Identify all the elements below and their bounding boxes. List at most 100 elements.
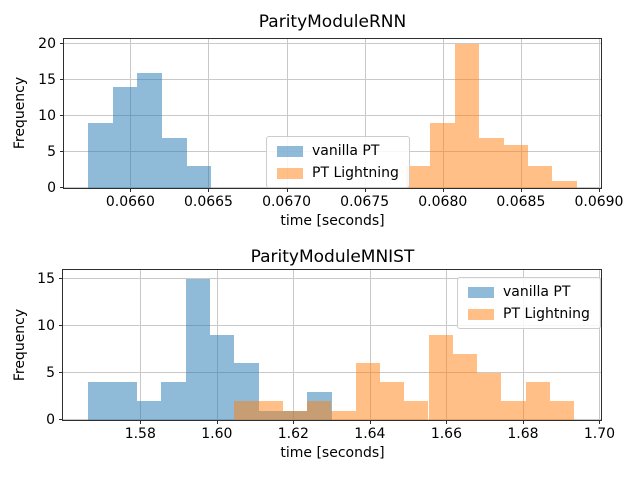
y-tick-label: 15 (38, 72, 56, 89)
x-tick-mark (293, 420, 295, 424)
hist-bar-pt-lightning (552, 180, 577, 188)
x-tick-label: 0.0665 (183, 194, 233, 210)
hist-bar-vanilla-pt (137, 72, 162, 188)
x-tick-mark (522, 420, 524, 424)
hist-bar-pt-lightning (503, 144, 528, 188)
x-tick-mark (520, 188, 522, 192)
y-tick-mark (59, 324, 63, 326)
hist-bar-pt-lightning (527, 166, 553, 188)
x-tick-mark (286, 188, 288, 192)
hist-bar-vanilla-pt (185, 278, 210, 420)
hist-bar-pt-lightning (479, 137, 504, 188)
x-axis-label: time [seconds] (280, 445, 385, 461)
y-tick-label: 10 (37, 317, 55, 334)
x-tick-mark (130, 188, 132, 192)
x-tick-mark (369, 420, 371, 424)
hist-bar-pt-lightning (501, 401, 526, 420)
x-tick-mark (364, 188, 366, 192)
x-tick-label: 1.58 (124, 426, 156, 442)
x-tick-label: 1.60 (201, 426, 233, 442)
hist-bar-pt-lightning (379, 382, 405, 420)
hist-bar-pt-lightning (404, 401, 429, 420)
hist-bar-pt-lightning (355, 363, 380, 420)
gridline-vertical (520, 39, 522, 188)
hist-bar-vanilla-pt (112, 382, 137, 420)
x-tick-mark (216, 420, 218, 424)
x-tick-mark (442, 188, 444, 192)
x-tick-label: 0.0690 (574, 194, 624, 210)
gridline-horizontal (63, 371, 601, 373)
x-tick-label: 1.62 (277, 426, 309, 442)
legend-item: vanilla PT (468, 284, 590, 300)
plot-area: 1.58 1.60 1.62 1.64 1.66 1.68 1.70 0 5 10 15 (37, 269, 615, 441)
x-tick-mark (208, 188, 210, 192)
gridline-vertical (598, 39, 600, 188)
y-tick-mark (60, 151, 64, 153)
x-tick-mark (446, 420, 448, 424)
hist-bar-pt-lightning (234, 401, 259, 420)
y-tick-label: 5 (46, 364, 55, 381)
y-tick-label: 0 (46, 412, 55, 428)
x-tick-mark (140, 420, 142, 424)
gridline-horizontal (64, 43, 601, 45)
legend-label: PT Lightning (312, 165, 399, 182)
y-tick-mark (59, 277, 63, 279)
hist-bar-pt-lightning (430, 123, 455, 188)
x-axis-label: time [seconds] (280, 213, 385, 229)
legend-swatch (468, 308, 494, 320)
x-tick-label: 1.66 (430, 426, 462, 442)
x-tick-mark (598, 188, 600, 192)
legend-label: vanilla PT (503, 284, 571, 300)
hist-bar-pt-lightning (525, 382, 550, 420)
hist-bar-pt-lightning (549, 401, 575, 420)
gridline-vertical (293, 270, 295, 420)
y-tick-mark (60, 79, 64, 81)
x-tick-label: 1.70 (583, 426, 616, 442)
gridline-horizontal (63, 324, 601, 326)
y-axis-label: Frequency (12, 308, 28, 382)
gridline-vertical (442, 39, 444, 188)
chart-title: ParityModuleMNIST (250, 247, 415, 267)
hist-bar-vanilla-pt (161, 382, 186, 420)
x-tick-label: 0.0685 (496, 194, 546, 210)
legend-label: PT Lightning (503, 306, 590, 323)
legend-swatch (277, 145, 303, 157)
y-tick-label: 20 (38, 36, 56, 53)
legend-swatch (277, 167, 303, 179)
legend: vanilla PT PT Lightning (457, 277, 601, 330)
y-axis-label: Frequency (12, 76, 28, 150)
y-tick-mark (59, 419, 63, 420)
legend-item: PT Lightning (468, 306, 590, 322)
legend: vanilla PT PT Lightning (266, 136, 410, 189)
hist-bar-vanilla-pt (162, 137, 187, 188)
hist-bar-vanilla-pt (112, 87, 138, 188)
y-tick-mark (60, 115, 64, 117)
x-tick-label: 1.64 (354, 426, 386, 442)
x-tick-mark (599, 420, 601, 424)
gridline-vertical (208, 39, 210, 188)
gridline-vertical (364, 39, 366, 188)
hist-bar-vanilla-pt (136, 401, 162, 420)
hist-bar-vanilla-pt (209, 335, 235, 420)
legend-item: vanilla PT (277, 143, 399, 159)
hist-bar-vanilla-pt (88, 382, 113, 420)
gridline-horizontal (64, 79, 601, 81)
y-tick-label: 5 (47, 144, 56, 161)
hist-bar-pt-lightning (454, 44, 480, 188)
x-tick-label: 0.0670 (262, 194, 312, 210)
y-tick-label: 15 (37, 270, 55, 287)
hist-bar-vanilla-pt (186, 166, 212, 188)
hist-bar-pt-lightning (452, 353, 477, 420)
gridline-vertical (286, 39, 288, 188)
x-tick-label: 0.0660 (105, 194, 155, 210)
x-tick-label: 0.0680 (418, 194, 468, 210)
hist-bar-pt-lightning (282, 410, 308, 420)
hist-bar-vanilla-pt (88, 123, 113, 188)
legend-item: PT Lightning (277, 165, 399, 181)
hist-bar-pt-lightning (331, 410, 356, 420)
y-tick-mark (60, 43, 64, 45)
y-tick-mark (60, 187, 64, 188)
gridline-horizontal (63, 277, 601, 279)
gridline-vertical (522, 270, 524, 420)
